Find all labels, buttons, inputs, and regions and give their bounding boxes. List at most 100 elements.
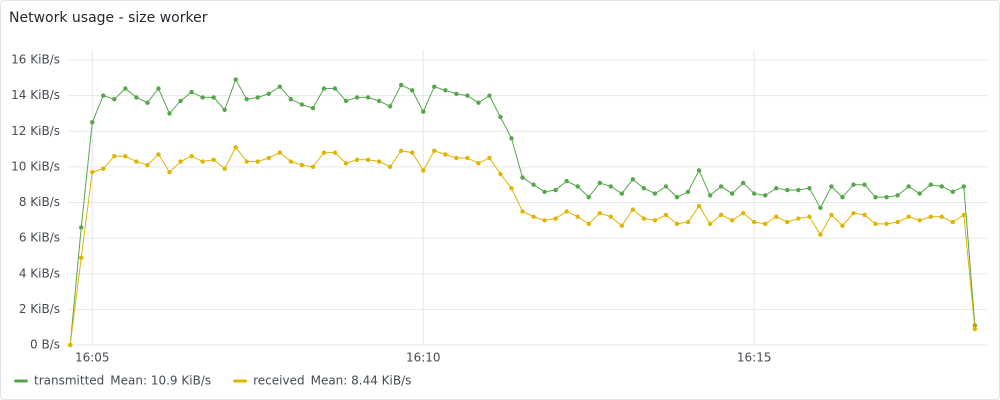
data-point <box>255 95 260 100</box>
data-point <box>553 187 558 193</box>
data-point <box>873 194 878 200</box>
data-point <box>299 162 305 168</box>
data-point <box>354 157 360 162</box>
data-point <box>564 209 569 214</box>
data-point <box>917 191 922 196</box>
data-point <box>178 159 183 164</box>
data-point <box>630 177 636 182</box>
data-point <box>950 219 955 225</box>
data-point <box>674 194 680 200</box>
data-point <box>387 164 393 170</box>
data-point <box>575 184 580 189</box>
x-tick-label: 16:05 <box>75 351 110 365</box>
data-point <box>332 150 338 155</box>
data-point <box>134 159 139 164</box>
data-point <box>410 88 415 93</box>
data-point <box>520 209 525 214</box>
data-point <box>277 150 283 155</box>
data-point <box>310 164 316 170</box>
data-point <box>343 161 349 166</box>
data-point <box>156 86 161 91</box>
data-point <box>487 93 492 98</box>
data-point <box>376 98 382 104</box>
data-point <box>961 212 967 218</box>
data-point <box>498 171 503 177</box>
y-tick-label: 14 KiB/s <box>11 88 60 102</box>
data-point <box>134 95 139 100</box>
data-point <box>840 223 845 228</box>
data-point <box>354 95 360 100</box>
data-point <box>244 96 249 102</box>
data-point <box>68 342 73 348</box>
data-point <box>895 219 900 225</box>
data-point <box>774 214 779 219</box>
legend-mean: Mean: 10.9 KiB/s <box>110 374 211 388</box>
data-point <box>476 100 481 105</box>
y-tick-label: 8 KiB/s <box>19 195 60 209</box>
data-point <box>641 216 647 221</box>
data-point <box>972 326 978 332</box>
data-point <box>189 153 194 159</box>
data-point <box>398 148 404 154</box>
data-point <box>785 219 790 225</box>
data-point <box>740 180 746 186</box>
data-point <box>222 107 227 113</box>
data-point <box>763 221 768 227</box>
data-point <box>663 184 669 189</box>
data-point <box>807 214 812 219</box>
data-point <box>575 214 580 219</box>
data-point <box>553 216 558 221</box>
data-point <box>211 95 216 100</box>
data-point <box>277 84 283 89</box>
data-point <box>387 104 393 109</box>
legend-mean: Mean: 8.44 KiB/s <box>311 374 412 388</box>
data-point <box>939 214 944 219</box>
x-tick-label: 16:15 <box>737 351 772 365</box>
y-tick-label: 4 KiB/s <box>19 266 60 280</box>
data-point <box>586 221 591 227</box>
data-point <box>807 186 812 191</box>
data-point <box>222 166 227 171</box>
data-point <box>674 221 680 227</box>
data-point <box>112 153 117 159</box>
data-point <box>818 205 823 211</box>
data-point <box>862 182 867 187</box>
data-point <box>79 255 84 260</box>
y-tick-label: 0 B/s <box>30 338 60 352</box>
data-point <box>917 218 922 223</box>
data-point <box>432 84 437 89</box>
data-point <box>167 111 172 116</box>
data-point <box>244 159 249 164</box>
data-point <box>895 193 900 198</box>
data-point <box>939 184 944 189</box>
y-tick-label: 12 KiB/s <box>11 124 60 138</box>
data-point <box>884 221 889 227</box>
data-point <box>233 77 238 82</box>
data-point <box>156 152 161 157</box>
data-point <box>829 184 834 189</box>
data-point <box>321 86 327 91</box>
data-point <box>729 191 735 196</box>
data-point <box>454 91 459 97</box>
data-point <box>454 155 459 161</box>
legend-swatch <box>233 379 248 383</box>
data-point <box>840 194 845 200</box>
data-point <box>376 159 382 164</box>
data-point <box>718 184 724 189</box>
data-point <box>443 88 448 93</box>
data-point <box>476 161 481 166</box>
legend-swatch <box>14 379 28 383</box>
data-point <box>796 216 801 221</box>
data-point <box>718 212 724 218</box>
chart-title: Network usage - size worker <box>9 10 208 26</box>
data-point <box>685 189 691 195</box>
data-point <box>200 95 205 100</box>
data-point <box>950 189 955 195</box>
data-point <box>542 189 547 195</box>
data-point <box>608 184 613 189</box>
data-point <box>696 203 702 209</box>
data-point <box>487 155 492 161</box>
data-point <box>421 109 426 114</box>
data-point <box>707 221 713 227</box>
data-point <box>365 157 371 162</box>
